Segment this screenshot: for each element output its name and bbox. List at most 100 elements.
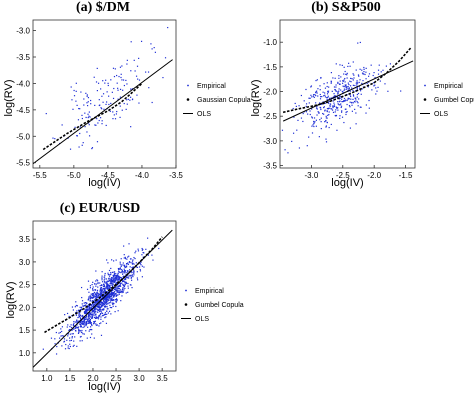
data-point (95, 308, 97, 310)
data-point (122, 273, 124, 275)
data-point (118, 293, 120, 295)
data-point (91, 308, 93, 310)
data-point (101, 305, 103, 307)
data-point (363, 73, 365, 75)
data-point (97, 318, 100, 320)
data-point (108, 103, 110, 106)
data-point (115, 289, 117, 291)
data-point (313, 123, 315, 125)
data-point (100, 88, 102, 90)
data-point (130, 88, 132, 90)
data-point (72, 333, 74, 335)
data-point (355, 82, 357, 84)
data-point (127, 287, 129, 289)
data-point (101, 277, 103, 279)
data-point (101, 296, 104, 298)
data-point (121, 79, 123, 81)
data-point (84, 318, 86, 320)
data-point (107, 297, 110, 299)
data-point (100, 304, 103, 306)
data-point (87, 122, 90, 124)
data-point (113, 87, 115, 90)
data-point (98, 308, 101, 310)
data-point (115, 290, 118, 292)
data-point (77, 332, 80, 334)
data-point (341, 111, 343, 113)
data-point (83, 305, 85, 307)
data-point (103, 108, 105, 110)
data-point (78, 323, 81, 325)
x-tick-label: -5.5 (33, 171, 47, 180)
data-point (75, 100, 77, 102)
data-point (131, 260, 134, 262)
data-point (296, 129, 298, 131)
data-point (115, 276, 117, 278)
data-point (332, 96, 334, 98)
data-point (75, 327, 77, 329)
data-point (339, 80, 341, 82)
data-point (153, 47, 155, 49)
x-tick-label: -4.0 (135, 171, 149, 180)
data-point (107, 84, 109, 87)
data-point (118, 278, 120, 280)
data-point (98, 303, 101, 305)
data-point (341, 64, 343, 66)
data-point (350, 98, 352, 100)
data-point (81, 329, 83, 332)
data-point (86, 102, 88, 104)
data-point (94, 306, 96, 309)
chart-panel-3: (c) EUR/USD 1.0 1.5 2.0 2.5 3.0 3.5 1.0 1.5 2.0 2.… (5, 201, 244, 393)
data-point (113, 292, 115, 294)
data-point (330, 97, 332, 99)
data-point (124, 277, 126, 279)
data-point (311, 116, 313, 118)
y-tick-label: 2.0 (19, 303, 31, 312)
data-point (86, 320, 88, 322)
data-point (106, 313, 108, 315)
data-point (96, 279, 98, 281)
data-point (109, 292, 111, 294)
data-point (337, 82, 339, 84)
data-point (126, 272, 128, 274)
data-point (325, 115, 327, 117)
data-point (101, 302, 103, 304)
copula-curve (282, 47, 412, 114)
data-point (93, 291, 95, 294)
data-point (89, 322, 91, 324)
x-tick-label: 3.5 (157, 374, 169, 383)
data-point (371, 89, 373, 91)
data-point (330, 123, 332, 126)
data-point (324, 96, 327, 98)
data-point (327, 91, 329, 93)
data-point (85, 312, 87, 314)
data-point (122, 283, 124, 286)
data-point (98, 325, 100, 327)
data-point (98, 104, 100, 107)
data-point (327, 90, 330, 92)
data-point (343, 121, 345, 124)
data-point (315, 125, 317, 127)
data-point (141, 249, 143, 251)
data-point (105, 300, 107, 302)
data-point (115, 273, 117, 275)
data-point (332, 105, 335, 107)
data-point (347, 82, 349, 84)
data-point (91, 293, 94, 295)
data-point (352, 61, 354, 63)
data-point (93, 302, 95, 304)
data-point (69, 343, 71, 345)
data-point (323, 113, 325, 115)
data-point (65, 343, 67, 346)
data-point (92, 311, 94, 313)
data-point (89, 285, 92, 287)
data-point (84, 312, 86, 315)
data-point (99, 117, 102, 119)
y-tick-label: -3.0 (263, 137, 277, 146)
data-point (106, 291, 108, 293)
data-point (137, 250, 140, 252)
data-point (132, 259, 134, 261)
data-point (55, 331, 57, 334)
data-point (345, 108, 347, 110)
data-point (85, 323, 88, 325)
data-point (93, 316, 96, 319)
